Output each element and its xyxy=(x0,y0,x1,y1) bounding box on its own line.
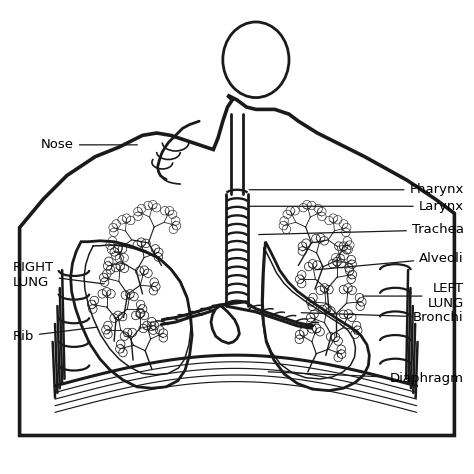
Text: Larynx: Larynx xyxy=(249,200,464,213)
Text: Nose: Nose xyxy=(41,138,137,151)
Text: Rib: Rib xyxy=(12,327,97,343)
Text: LEFT
LUNG: LEFT LUNG xyxy=(363,282,464,310)
Polygon shape xyxy=(71,241,192,388)
Text: Diaphragm: Diaphragm xyxy=(268,372,464,385)
Text: RIGHT
LUNG: RIGHT LUNG xyxy=(12,261,104,289)
Polygon shape xyxy=(19,95,455,436)
Text: Pharynx: Pharynx xyxy=(249,183,464,196)
Text: Bronchi: Bronchi xyxy=(301,311,464,324)
Polygon shape xyxy=(263,242,369,391)
Text: Trachea: Trachea xyxy=(259,223,464,237)
Polygon shape xyxy=(211,306,239,343)
Text: Alveoli: Alveoli xyxy=(315,252,464,270)
